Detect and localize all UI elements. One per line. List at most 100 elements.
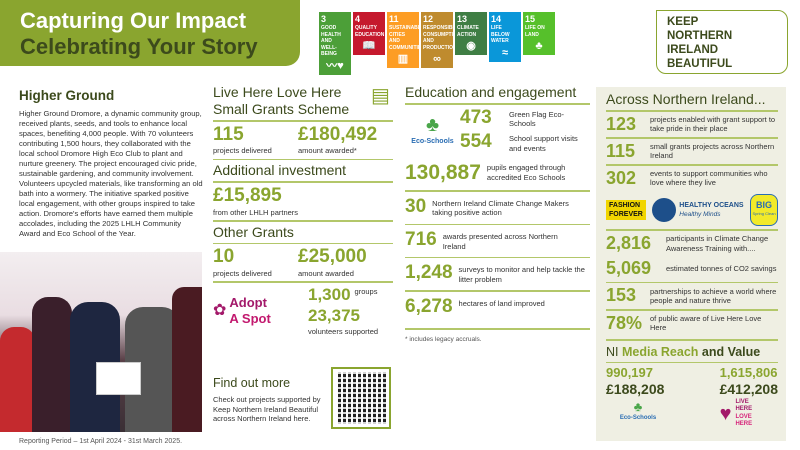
logo-text: HERE — [735, 406, 753, 413]
sdg-label: LIFE ON LAND — [525, 25, 545, 38]
stat-item: 716 awards presented across Northern Irel… — [405, 229, 590, 252]
sdg-3-tile: 3 GOOD HEALTH AND WELL-BEING 〰♥ — [319, 12, 351, 75]
sdg-number: 3 — [321, 14, 327, 24]
sdg-label: LIFE BELOW WATER — [491, 25, 510, 44]
eco-schools-logo: ♣ Eco-Schools — [405, 107, 460, 146]
find-out-more: Find out more Check out projects support… — [213, 376, 323, 424]
sdg-number: 12 — [423, 14, 434, 24]
stat-item: 473 Green Flag Eco-Schools — [460, 107, 589, 130]
header-banner: Capturing Our Impact Celebrating Your St… — [0, 0, 300, 66]
label: projects delivered — [213, 146, 272, 156]
reporting-period: Reporting Period – 1st April 2024 - 31st… — [19, 438, 183, 445]
stat-value: 115 — [606, 140, 636, 161]
heartbeat-icon: 〰♥ — [326, 59, 344, 72]
across-title: Across Northern Ireland... — [606, 91, 766, 107]
title-line1: Capturing Our Impact — [20, 8, 247, 33]
stat-value: 78% — [606, 312, 643, 333]
footnote: * includes legacy accruals. — [405, 335, 482, 343]
other-projects: 10 — [213, 246, 235, 268]
logo-text: LIVE — [735, 398, 749, 405]
sdg-14-tile: 14 LIFE BELOW WATER ≈ — [489, 12, 521, 62]
logo-text: Eco-Schools — [619, 414, 657, 421]
stat-value: 6,278 — [405, 295, 453, 317]
sdg-number: 4 — [355, 14, 361, 24]
stat-label: partnerships to achieve a world where pe… — [650, 286, 777, 306]
city-icon: ▥ — [397, 53, 409, 65]
groups-count: 1,300 — [308, 284, 351, 304]
sdg-4-tile: 4 QUALITY EDUCATION 📖 — [353, 12, 385, 55]
education-title: Education and engagement — [405, 84, 577, 100]
wave-icon — [652, 198, 677, 223]
stat-value: 123 — [606, 113, 637, 134]
tree-icon: ♣ — [633, 398, 643, 414]
eco-reach: 990,197 — [606, 365, 653, 381]
logo-text: BIG — [755, 200, 772, 211]
logo-text: Adopt — [229, 294, 267, 310]
sdg-label: GOOD HEALTH AND WELL-BEING — [321, 25, 341, 57]
grants-title: Small Grants Scheme — [213, 101, 350, 117]
logo-text: A Spot — [229, 310, 271, 326]
sdg-number: 11 — [389, 14, 399, 24]
award-photo — [0, 252, 202, 432]
grants-projects: 115 — [213, 123, 244, 145]
section-title: Higher Ground — [19, 88, 115, 103]
stat-label: Green Flag Eco-Schools — [509, 109, 565, 129]
additional-title: Additional investment — [213, 162, 347, 179]
media-title-a: NI — [606, 344, 619, 359]
tree-book-icon: ♣ — [425, 113, 440, 136]
stat-label: events to support communities who love w… — [650, 168, 768, 188]
book-icon: 📖 — [362, 40, 376, 52]
media-title-b: Media Reach — [621, 344, 699, 359]
stat-label: hectares of land improved — [458, 298, 545, 308]
logo-text: BEAUTIFUL — [667, 58, 733, 70]
stat-item: 123 projects enabled with grant support t… — [606, 112, 778, 138]
additional-amount: £15,895 — [213, 184, 282, 206]
adopt-a-spot-logo: ✿ Adopt A Spot — [213, 285, 308, 327]
sdg-number: 13 — [457, 14, 468, 24]
sdg-number: 15 — [525, 14, 536, 24]
fashion-forever-logo: FASHION FOREVER — [606, 200, 646, 221]
sdg-label: QUALITY EDUCATION — [355, 25, 385, 38]
logo-text: HEALTHY OCEANS — [679, 202, 744, 210]
stat-item: 153 partnerships to achieve a world where… — [606, 283, 778, 309]
logo-text: NORTHERN — [667, 30, 733, 42]
stat-label: School support visits and events — [509, 134, 578, 153]
logo-text: Eco-Schools — [411, 137, 454, 145]
stat-value: 5,069 — [606, 258, 652, 279]
money-icon: ▤ — [371, 85, 390, 107]
lhlh-value: £412,208 — [719, 380, 778, 397]
certificate — [96, 362, 141, 395]
logo-text: Healthy Minds — [679, 211, 721, 219]
stat-item: 78% of public aware of Live Here Love Her… — [606, 311, 778, 337]
big-spring-clean-logo: BIG Spring Clean — [750, 194, 778, 227]
stat-item: 130,887 pupils engaged through accredited… — [405, 160, 590, 185]
stat-value: 30 — [405, 195, 427, 217]
stat-label: participants in Climate Change Awareness… — [666, 234, 769, 253]
eye-globe-icon: ◉ — [466, 40, 476, 52]
eco-schools-logo: ♣ Eco-Schools — [618, 399, 658, 422]
find-out-title: Find out more — [213, 376, 291, 390]
other-amount: £25,000 — [298, 246, 367, 268]
sdg-12-tile: 12 RESPONSIBLE CONSUMPTION AND PRODUCTION… — [421, 12, 461, 68]
stat-label: awards presented across Northern Ireland — [442, 232, 558, 251]
title-line2: Celebrating Your Story — [20, 34, 258, 59]
stat-value: 554 — [460, 131, 492, 153]
logo-text: Spring Clean — [752, 211, 776, 217]
grants-amount: £180,492 — [298, 123, 378, 145]
sdg-13-tile: 13 CLIMATE ACTION ◉ — [455, 12, 487, 55]
qr-code[interactable] — [331, 367, 391, 429]
knib-logo: KEEP NORTHERN IRELAND BEAUTIFUL — [656, 10, 788, 74]
logo-text: FOREVER — [609, 211, 643, 219]
stat-item: 115 small grants projects across Northern… — [606, 139, 778, 165]
stat-label: Northern Ireland Climate Change Makers t… — [432, 198, 569, 218]
label: from other LHLH partners — [213, 207, 299, 217]
tree-icon: ♣ — [535, 40, 543, 52]
media-title: NI Media Reach and Value — [606, 345, 778, 360]
stat-value: 1,248 — [405, 262, 453, 284]
stat-label: projects enabled with grant support to t… — [650, 114, 776, 134]
heart-pin-icon: ♥ — [719, 402, 732, 425]
sdg-number: 14 — [491, 14, 502, 24]
label: volunteers supported — [308, 326, 379, 336]
lhlh-reach: 1,615,806 — [719, 365, 778, 381]
stat-label: estimated tonnes of CO2 savings — [666, 264, 777, 274]
